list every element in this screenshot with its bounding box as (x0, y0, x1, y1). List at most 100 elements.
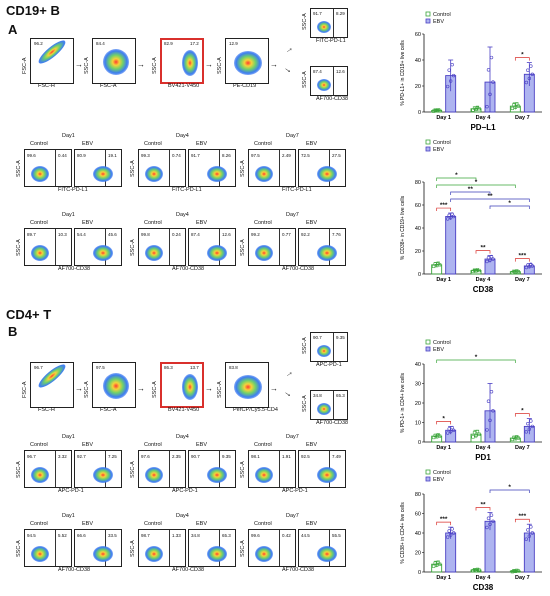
chart2-point-2-0-4 (515, 435, 519, 439)
chart2-point-0-1-0 (445, 431, 450, 435)
a-pdl1-flow-cloud-d3-0 (255, 166, 273, 182)
chart2-point-1-1-2 (491, 409, 495, 413)
b-pd1-flow-xlabel-3: APC-PD-1 (282, 488, 308, 494)
a-pdl1-control-label-1: Control (30, 141, 48, 147)
chart2-sig-label-2: * (475, 354, 478, 361)
chart1-point-0-1-1 (448, 216, 453, 220)
b-pd1-control-label-1: Control (30, 442, 48, 448)
b-top-q1-2: 34.8 (313, 393, 322, 398)
chart1-point-0-1-2 (451, 214, 456, 219)
a-branch-arrow-icon-1: → (281, 42, 296, 56)
b-pd1-ebv-label-1: EBV (82, 442, 94, 448)
panel-letter-b: B (8, 324, 18, 339)
chart3-point-0-1-3 (447, 529, 451, 533)
chart0-legend-swatch-1 (425, 18, 431, 24)
b-gate-num-3: 86.3 (164, 365, 173, 370)
panel-letter-a: A (8, 22, 18, 37)
chart3-sig-bracket-0 (436, 521, 452, 526)
a-pdl1-flow-cloud-d3-1 (317, 166, 337, 182)
a-arrow-icon-3: → (205, 60, 213, 69)
chart2-legend-label-0: Control (433, 340, 451, 346)
chart3-point-2-1-1 (527, 534, 532, 538)
chart2-point-0-0-3 (433, 433, 437, 438)
a-gating-xlabel-2: FSC-A (100, 83, 117, 89)
b-cd38-day-title-2: Day4 (176, 513, 189, 519)
b-top-plot-2: 34.8 65.3 (310, 390, 348, 420)
chart1-sig-label-3: * (455, 172, 458, 179)
b-pd1-flow-q1-d1-1: 92.7 (77, 454, 86, 459)
chart2-sig-bracket-2 (436, 359, 516, 363)
a-cd38-flow-q1-d1-1: 54.4 (77, 232, 86, 237)
b-pd1-flow-q2-d3-0: 1.91 (282, 454, 291, 459)
b-pd1-flow-divider-d2-0 (169, 451, 170, 487)
b-pd1-flow-q2-d1-1: 7.25 (108, 454, 117, 459)
b-pd1-flow-plot-d3-ebv: 92.5 7.49 (298, 450, 346, 488)
a-gating-xlabel-4: PE-CD19 (233, 83, 257, 89)
b-pd1-flow-cloud-d2-0 (145, 467, 163, 483)
a-pdl1-flow-xlabel-2: FITC-PD-L1 (172, 187, 202, 193)
a-pdl1-flow-q2-d1-0: 0.44 (58, 153, 67, 158)
a-gating-plot-3 (160, 38, 204, 84)
b-cd38-flow-ylabel-1: SSC-A (16, 540, 22, 557)
b-top-q1-1: 90.7 (313, 335, 322, 340)
a-pdl1-flow-q1-d2-1: 91.7 (191, 153, 200, 158)
a-pdl1-flow-cloud-d2-0 (145, 166, 163, 182)
chart2-sig-bracket-0 (436, 421, 452, 425)
a-gating-plot-4 (225, 38, 269, 84)
b-gating-plot-3 (160, 362, 204, 408)
b-gate-num-2: 97.5 (96, 365, 105, 370)
b-gating-xlabel-1: FSC-H (38, 407, 55, 413)
b-pd1-day-title-1: Day1 (62, 434, 75, 440)
b-pd1-flow-ylabel-2: SSC-A (130, 461, 136, 478)
a-pdl1-flow-ylabel-1: SSC-A (16, 160, 22, 177)
chart1-point-2-0-4 (515, 269, 519, 273)
a-top-xlabel-2: AF700-CD38 (316, 96, 349, 102)
chart2-point-0-1-2 (451, 428, 456, 433)
chart3-sig-bracket-2 (514, 518, 530, 523)
b-cd38-flow-plot-d2-ebv: 34.8 65.3 (188, 529, 236, 567)
chart1-ylabel: % CD38+ in CD19+ live cells (400, 195, 406, 260)
a-cd38-day-title-1: Day1 (62, 212, 75, 218)
a-arrow-icon-1: → (75, 60, 83, 69)
chart1-sig-bracket-6 (450, 198, 530, 202)
b-top-q2-1: 9.35 (336, 335, 345, 340)
chart2-point-2-1-4 (529, 419, 533, 423)
chart3-legend-label-0: Control (433, 470, 451, 476)
b-top-plot-divider-1 (333, 333, 334, 361)
a-top-plot-divider-1 (333, 9, 334, 37)
a-gate-num-4: 17.2 (190, 41, 199, 46)
a-pdl1-flow-cloud-d2-1 (207, 166, 227, 182)
chart3-xtick-label-2: Day 7 (515, 575, 530, 581)
b-pd1-control-label-3: Control (254, 442, 272, 448)
chart1-point-1-1-1 (488, 258, 492, 262)
b-cd38-flow-q1-d3-1: 44.5 (301, 533, 310, 538)
b-cd38-flow-cloud-d1-1 (93, 546, 113, 562)
chart3-sig-bracket-1 (475, 507, 491, 511)
a-pdl1-day-title-1: Day1 (62, 133, 75, 139)
a-top-q1-2: 87.4 (313, 69, 322, 74)
b-gating-xlabel-2: FSC-A (100, 407, 117, 413)
a-lymph-cloud (103, 49, 129, 75)
chart2-point-1-1-3 (486, 399, 491, 403)
b-gating-plot-2 (92, 362, 136, 408)
b-cd38-flow-q1-d1-1: 66.6 (77, 533, 86, 538)
b-gating-plot-1 (30, 361, 74, 408)
chart3-point-1-1-3 (486, 516, 491, 520)
b-live-cloud (182, 374, 198, 400)
chart2-ytick-label-2: 20 (415, 401, 421, 407)
a-gate-num-1: 96.2 (34, 41, 43, 46)
a-arrow-icon-4: → (270, 60, 278, 69)
b-gating-xlabel-4: PerCP/Cy5.5-CD4 (233, 407, 278, 413)
chart2-point-1-1-1 (488, 418, 492, 423)
chart1-point-0-1-3 (447, 213, 451, 217)
b-gate-num-1: 96.7 (34, 365, 43, 370)
chart1-sig-bracket-0 (436, 207, 452, 212)
a-pdl1-flow-plot-d2-ctrl: 99.3 0.74 (138, 149, 186, 187)
chart0-sig-bracket-0 (514, 57, 530, 61)
b-pd1-flow-plot-d3-ctrl: 98.1 1.91 (248, 450, 296, 488)
b-pd1-flow-ylabel-1: SSC-A (16, 461, 22, 478)
chart3-xtick-label-0: Day 1 (436, 575, 451, 581)
chart3-point-2-0-3 (512, 569, 516, 573)
